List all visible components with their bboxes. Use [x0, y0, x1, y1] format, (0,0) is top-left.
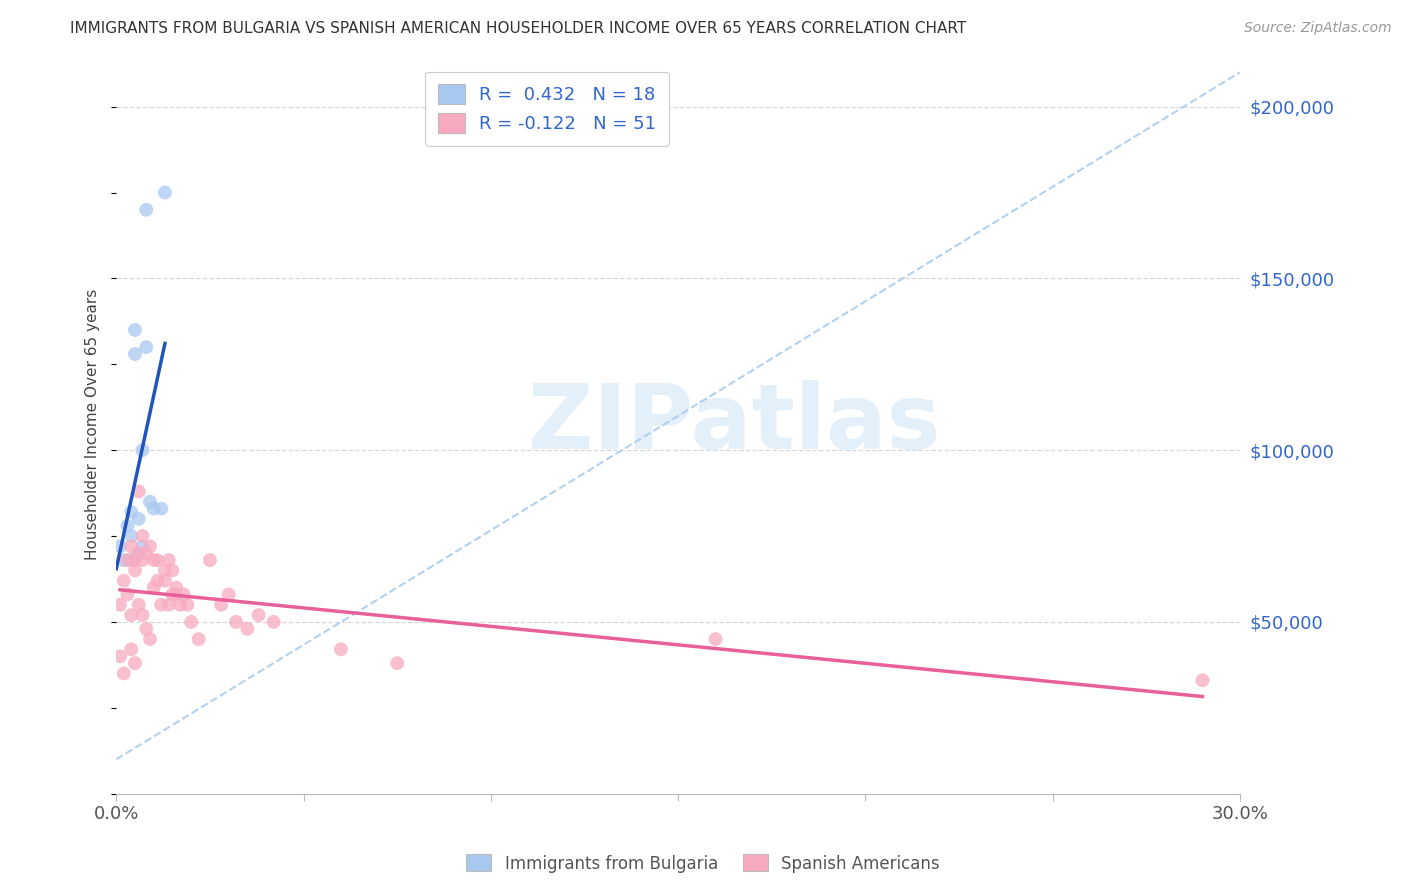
- Point: [176, 598, 198, 612]
- Point: [135, 202, 157, 217]
- Point: [263, 615, 285, 629]
- Point: [139, 540, 162, 554]
- Point: [165, 587, 187, 601]
- Point: [146, 553, 169, 567]
- Point: [117, 587, 139, 601]
- Point: [124, 553, 146, 567]
- Point: [162, 563, 184, 577]
- Point: [135, 622, 157, 636]
- Point: [209, 598, 232, 612]
- Point: [236, 622, 259, 636]
- Point: [124, 347, 146, 361]
- Point: [120, 553, 142, 567]
- Point: [128, 546, 150, 560]
- Point: [165, 581, 187, 595]
- Point: [128, 484, 150, 499]
- Point: [117, 518, 139, 533]
- Point: [135, 546, 157, 560]
- Point: [225, 615, 247, 629]
- Point: [112, 574, 135, 588]
- Point: [120, 608, 142, 623]
- Point: [157, 553, 180, 567]
- Point: [142, 501, 165, 516]
- Text: IMMIGRANTS FROM BULGARIA VS SPANISH AMERICAN HOUSEHOLDER INCOME OVER 65 YEARS CO: IMMIGRANTS FROM BULGARIA VS SPANISH AMER…: [70, 21, 966, 36]
- Point: [153, 186, 176, 200]
- Point: [108, 540, 131, 554]
- Legend: R =  0.432   N = 18, R = -0.122   N = 51: R = 0.432 N = 18, R = -0.122 N = 51: [425, 71, 669, 145]
- Text: Source: ZipAtlas.com: Source: ZipAtlas.com: [1244, 21, 1392, 35]
- Point: [150, 501, 173, 516]
- Point: [153, 574, 176, 588]
- Point: [330, 642, 353, 657]
- Point: [120, 642, 142, 657]
- Point: [704, 632, 727, 646]
- Point: [146, 574, 169, 588]
- Point: [139, 494, 162, 508]
- Point: [218, 587, 240, 601]
- Point: [124, 323, 146, 337]
- Point: [128, 512, 150, 526]
- Point: [169, 598, 191, 612]
- Point: [142, 581, 165, 595]
- Point: [112, 666, 135, 681]
- Point: [128, 546, 150, 560]
- Point: [131, 553, 153, 567]
- Point: [124, 563, 146, 577]
- Point: [108, 649, 131, 664]
- Point: [1191, 673, 1213, 688]
- Point: [120, 540, 142, 554]
- Point: [128, 598, 150, 612]
- Point: [162, 587, 184, 601]
- Point: [135, 340, 157, 354]
- Point: [120, 529, 142, 543]
- Point: [157, 598, 180, 612]
- Point: [153, 563, 176, 577]
- Point: [173, 587, 195, 601]
- Point: [124, 656, 146, 670]
- Point: [198, 553, 221, 567]
- Point: [385, 656, 408, 670]
- Point: [131, 529, 153, 543]
- Point: [112, 553, 135, 567]
- Point: [108, 598, 131, 612]
- Point: [120, 505, 142, 519]
- Point: [131, 608, 153, 623]
- Y-axis label: Householder Income Over 65 years: Householder Income Over 65 years: [86, 289, 100, 560]
- Point: [117, 553, 139, 567]
- Point: [131, 443, 153, 458]
- Point: [180, 615, 202, 629]
- Legend: Immigrants from Bulgaria, Spanish Americans: Immigrants from Bulgaria, Spanish Americ…: [460, 847, 946, 880]
- Point: [247, 608, 270, 623]
- Point: [131, 540, 153, 554]
- Point: [150, 598, 173, 612]
- Point: [139, 632, 162, 646]
- Point: [142, 553, 165, 567]
- Point: [187, 632, 209, 646]
- Text: ZIPatlas: ZIPatlas: [529, 380, 941, 468]
